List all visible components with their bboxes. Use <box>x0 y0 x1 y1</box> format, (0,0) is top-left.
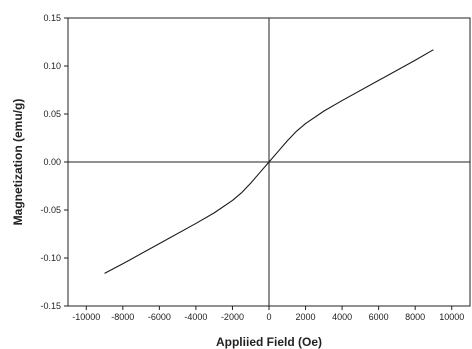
x-tick-label: -10000 <box>72 312 100 322</box>
x-tick-label: -8000 <box>111 312 134 322</box>
y-tick-label: -0.10 <box>40 253 61 263</box>
x-axis-ticks: -10000 -8000 -6000 -4000 -2000 0 2000 4000 6000 8… <box>72 306 464 322</box>
y-tick-label: 0.05 <box>43 109 61 119</box>
magnetization-curve <box>104 49 434 274</box>
y-axis-title: Magnetization (emu/g) <box>11 99 25 226</box>
x-tick-label: -6000 <box>148 312 171 322</box>
x-tick-label: 10000 <box>439 312 464 322</box>
series-group <box>104 49 434 274</box>
x-axis-title: Appliied Field (Oe) <box>216 335 322 349</box>
y-tick-label: 0.10 <box>43 61 61 71</box>
x-tick-label: -4000 <box>184 312 207 322</box>
y-tick-label: 0.15 <box>43 13 61 23</box>
y-tick-label: -0.15 <box>40 301 61 311</box>
x-tick-label: 8000 <box>405 312 425 322</box>
x-tick-label: 6000 <box>369 312 389 322</box>
y-tick-label: -0.05 <box>40 205 61 215</box>
x-tick-label: -2000 <box>221 312 244 322</box>
x-tick-label: 4000 <box>332 312 352 322</box>
y-tick-label: 0.00 <box>43 157 61 167</box>
x-tick-label: 0 <box>266 312 271 322</box>
x-tick-label: 2000 <box>296 312 316 322</box>
y-axis-ticks: -0.15 -0.10 -0.05 0.00 0.05 0.10 0.15 <box>40 13 68 311</box>
